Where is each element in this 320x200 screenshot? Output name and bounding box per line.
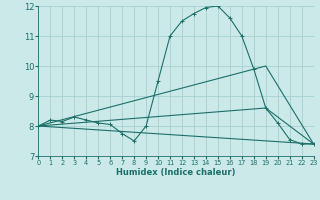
X-axis label: Humidex (Indice chaleur): Humidex (Indice chaleur) [116, 168, 236, 177]
